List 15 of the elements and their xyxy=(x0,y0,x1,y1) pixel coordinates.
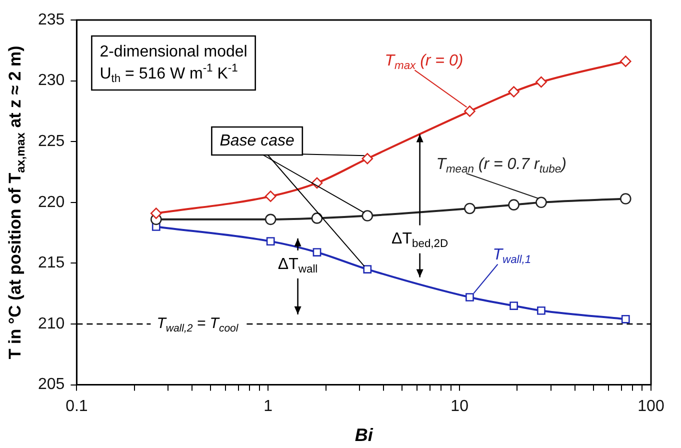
y-axis-title: T in °C (at position of Tax,max at z ≈ 2 m) xyxy=(6,46,28,360)
x-tick-label: 0.1 xyxy=(66,398,88,415)
y-tick-label: 205 xyxy=(38,376,65,394)
x-tick-label: 100 xyxy=(638,398,664,415)
x-tick-label: 10 xyxy=(450,398,469,415)
y-tick-label: 230 xyxy=(38,72,65,90)
y-tick-label: 225 xyxy=(38,133,65,150)
y-tick-label: 210 xyxy=(38,315,65,332)
x-axis-title: Bi xyxy=(354,424,374,445)
y-tick-label: 235 xyxy=(38,11,65,28)
annotation: 2-dimensional model xyxy=(100,43,248,60)
annotation: Base case xyxy=(220,132,295,150)
x-tick-label: 1 xyxy=(264,398,273,415)
y-tick-label: 215 xyxy=(38,254,65,272)
y-tick-label: 220 xyxy=(38,194,65,211)
